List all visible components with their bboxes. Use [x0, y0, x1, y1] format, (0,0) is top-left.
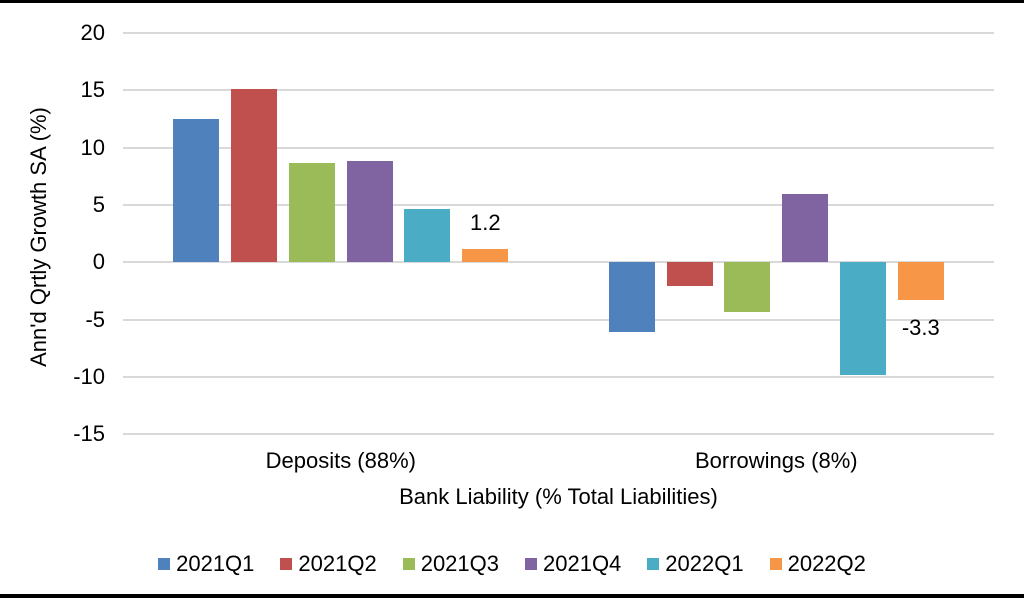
data-label-1.2: 1.2: [470, 209, 501, 235]
y-tick-label-15: 15: [80, 77, 105, 103]
legend-item-2021q4: 2021Q4: [525, 551, 621, 577]
legend-label-2022q1: 2022Q1: [665, 550, 744, 576]
bar-borrowings-8-2021q3: [724, 262, 771, 312]
y-tick-label-10: 10: [80, 134, 105, 160]
gridline--15: [123, 433, 994, 436]
y-tick-label-0: 0: [92, 249, 105, 275]
legend-item-2022q1: 2022Q1: [647, 550, 744, 577]
bar-deposits-88-2021q4: [346, 161, 393, 263]
bar-borrowings-8-2021q1: [608, 262, 655, 333]
y-tick-label--15: -15: [73, 421, 105, 447]
gridline-15: [123, 89, 994, 92]
bar-deposits-88-2022q1: [404, 208, 451, 263]
legend-swatch-2022q2: [769, 557, 782, 570]
legend-label-2022q2: 2022Q2: [787, 550, 866, 576]
bar-deposits-88-2021q2: [231, 89, 278, 263]
legend-item-2021q2: 2021Q2: [280, 550, 377, 577]
y-axis-title: Ann'd Qrtly Growth SA (%): [26, 107, 51, 367]
legend-swatch-2021q4: [525, 557, 537, 570]
top-border-rule: [0, 0, 1024, 3]
x-category-label-borrowings-8: Borrowings (8%): [694, 448, 858, 473]
legend-swatch-2022q1: [647, 557, 660, 570]
y-tick-label--5: -5: [85, 306, 105, 332]
y-tick-label-5: 5: [92, 192, 105, 217]
bar-deposits-88-2021q1: [173, 119, 220, 263]
bar-borrowings-8-2021q4: [782, 193, 829, 263]
gridline-0: [123, 261, 994, 264]
bar-deposits-88-2022q2: [462, 248, 509, 263]
bar-borrowings-8-2021q2: [666, 262, 713, 287]
bar-deposits-88-2021q3: [288, 162, 335, 263]
bar-borrowings-8-2022q2: [897, 262, 944, 301]
legend-item-2022q2: 2022Q2: [769, 550, 866, 577]
gridline-20: [123, 32, 994, 34]
gridline-5: [123, 204, 994, 206]
legend-label-2021q3: 2021Q3: [420, 550, 499, 576]
bottom-border-rule: [0, 594, 1024, 598]
bar-borrowings-8-2022q1: [840, 262, 886, 375]
x-axis-title: Bank Liability (% Total Liabilities): [399, 484, 718, 509]
legend-item-2021q3: 2021Q3: [402, 550, 499, 577]
legend: 2021Q1 2021Q2 2021Q3 2021Q4 2022Q1 2022Q2: [0, 548, 1024, 579]
legend-item-2021q1: 2021Q1: [158, 551, 254, 577]
x-category-label-deposits-88: Deposits (88%): [265, 448, 416, 473]
legend-swatch-2021q1: [158, 557, 171, 570]
legend-swatch-2021q2: [280, 557, 293, 570]
legend-swatch-2021q3: [402, 557, 415, 570]
y-tick-label-20: 20: [80, 20, 105, 45]
y-tick-label--10: -10: [73, 364, 105, 389]
legend-label-2021q1: 2021Q1: [176, 550, 255, 576]
gridline--10: [123, 376, 994, 378]
legend-label-2021q2: 2021Q2: [298, 550, 377, 576]
gridline-10: [123, 146, 994, 149]
data-label-3.3: -3.3: [901, 315, 940, 341]
legend-label-2021q4: 2021Q4: [543, 550, 622, 576]
gridline--5: [123, 318, 994, 321]
